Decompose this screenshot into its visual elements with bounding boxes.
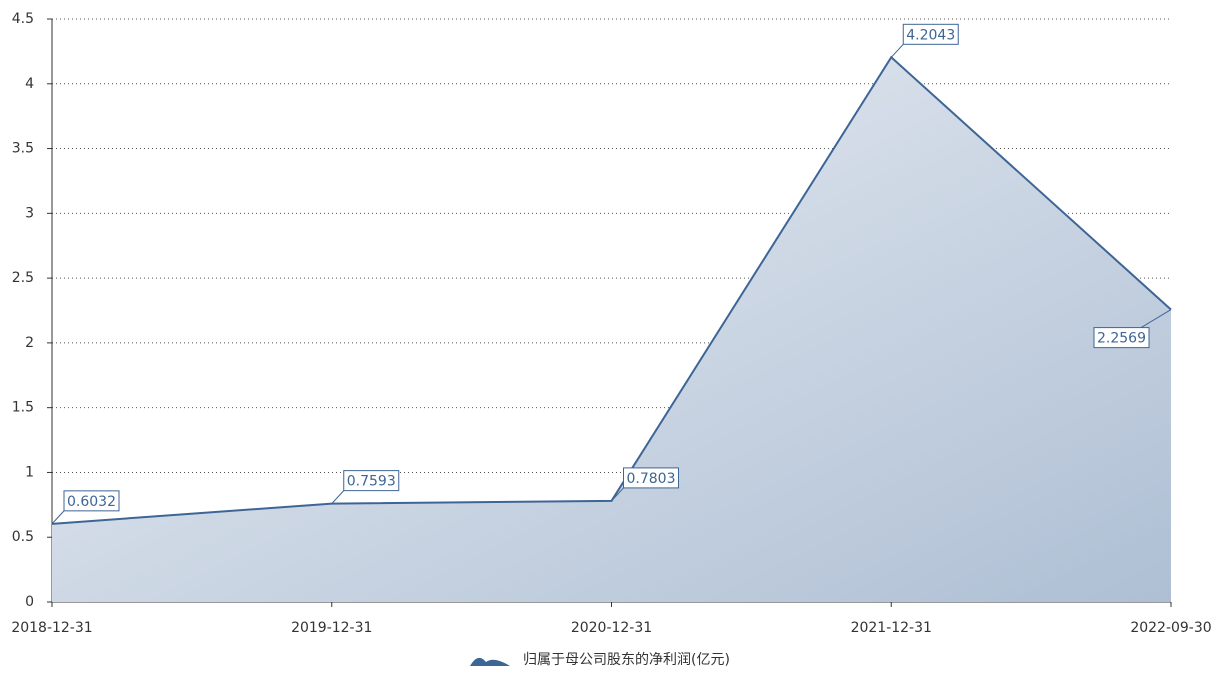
- value-label: 0.7803: [627, 471, 676, 487]
- label-leader: [611, 487, 624, 502]
- label-box: [1093, 327, 1150, 349]
- data-label: 4.2043: [890, 23, 959, 58]
- x-tick-label: 2021-12-31: [851, 620, 932, 636]
- data-label: 0.7803: [611, 467, 679, 502]
- legend-label: 归属于母公司股东的净利润(亿元): [523, 651, 730, 668]
- data-label: 0.6032: [51, 490, 120, 525]
- label-box: [902, 23, 959, 45]
- value-label: 2.2569: [1097, 331, 1146, 347]
- y-tick-label: 4: [25, 76, 34, 92]
- y-tick-label: 4.5: [12, 11, 34, 27]
- area-fill: [52, 57, 1171, 603]
- y-tick-label: 3.5: [12, 141, 34, 157]
- label-box: [63, 490, 120, 512]
- x-tick-label: 2019-12-31: [291, 620, 372, 636]
- data-label: 2.2569: [1093, 309, 1172, 349]
- value-label: 0.7593: [347, 474, 396, 490]
- y-tick-label: 0: [25, 594, 34, 610]
- label-box: [623, 467, 679, 489]
- y-tick-label: 1: [25, 464, 34, 480]
- y-tick-label: 0.5: [12, 529, 34, 545]
- line: [51, 55, 1172, 525]
- value-label: 0.6032: [67, 494, 116, 510]
- label-leader: [1140, 309, 1172, 329]
- y-tick-label: 3: [25, 205, 34, 221]
- value-label: 4.2043: [906, 27, 955, 43]
- label-leader: [51, 510, 65, 525]
- x-tick-label: 2020-12-31: [571, 620, 652, 636]
- x-tick-label: 2022-09-30: [1130, 620, 1211, 636]
- data-label: 0.7593: [331, 470, 400, 504]
- y-tick-label: 2: [25, 335, 34, 351]
- label-leader: [890, 43, 904, 58]
- legend-icon: [470, 657, 510, 666]
- label-box: [343, 470, 400, 492]
- x-tick-label: 2018-12-31: [11, 620, 92, 636]
- label-leader: [331, 490, 345, 504]
- y-tick-label: 2.5: [12, 270, 34, 286]
- y-tick-label: 1.5: [12, 400, 34, 416]
